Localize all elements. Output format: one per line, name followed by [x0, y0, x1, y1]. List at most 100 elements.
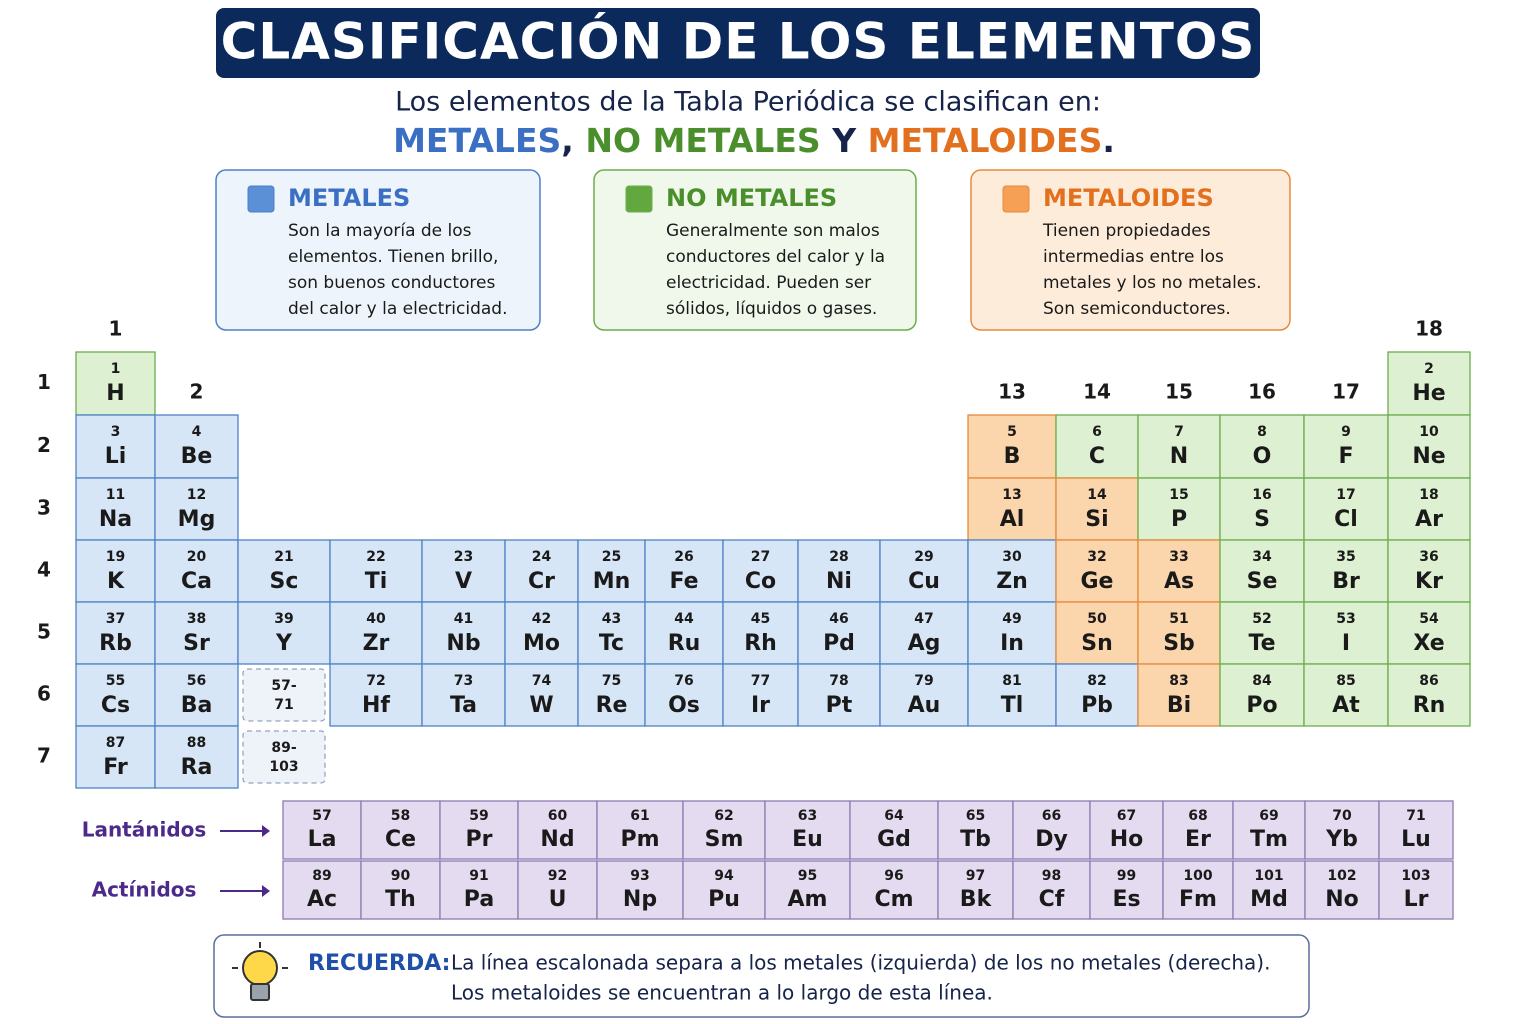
- element-cell: [154, 414, 239, 479]
- atomic-number: 15: [1169, 487, 1188, 503]
- atomic-number: 64: [884, 808, 904, 824]
- arrow-head: [262, 825, 270, 837]
- atomic-number: 87: [106, 735, 125, 751]
- element-cell: [421, 601, 506, 665]
- atomic-number: 28: [829, 549, 848, 565]
- element-symbol: At: [1332, 693, 1360, 718]
- atomic-number: 93: [630, 868, 649, 884]
- group-label: 14: [1083, 380, 1111, 404]
- atomic-number: 94: [714, 868, 734, 884]
- element-symbol: B: [1004, 444, 1021, 469]
- legend-text: conductores del calor y la: [666, 247, 885, 267]
- element-cell: [75, 539, 156, 603]
- element-symbol: Zr: [363, 631, 390, 656]
- element-cell: [1303, 663, 1389, 727]
- atomic-number: 53: [1336, 611, 1355, 627]
- element-cell: [282, 860, 362, 920]
- element-cell: [329, 539, 423, 603]
- legend-text: Generalmente son malos: [666, 221, 880, 241]
- atomic-number: 49: [1002, 611, 1021, 627]
- atomic-number: 36: [1419, 549, 1438, 565]
- atomic-number: 5: [1007, 424, 1017, 440]
- element-symbol: Dy: [1035, 827, 1068, 852]
- atomic-number: 45: [751, 611, 770, 627]
- atomic-number: 78: [829, 673, 848, 689]
- atomic-number: 55: [106, 673, 125, 689]
- atomic-number: 103: [1401, 868, 1430, 884]
- element-symbol: Cf: [1039, 887, 1065, 912]
- element-symbol: Tl: [1001, 693, 1024, 718]
- atomic-number: 99: [1117, 868, 1136, 884]
- period-label: 2: [37, 433, 51, 457]
- element-symbol: Np: [623, 887, 657, 912]
- atomic-number: 52: [1252, 611, 1271, 627]
- element-symbol: Yb: [1325, 827, 1358, 852]
- element-cell: [517, 800, 598, 860]
- group-label: 15: [1165, 380, 1193, 404]
- element-cell: [282, 800, 362, 860]
- atomic-number: 74: [532, 673, 552, 689]
- metaloides: METALOIDES: [868, 121, 1103, 160]
- atomic-number: 46: [829, 611, 848, 627]
- element-cell: [1055, 477, 1139, 541]
- element-symbol: Po: [1246, 693, 1277, 718]
- element-symbol: Am: [788, 887, 828, 912]
- legend-text: Son la mayoría de los: [288, 221, 472, 241]
- element-symbol: Fe: [669, 569, 698, 594]
- element-symbol: I: [1342, 631, 1350, 656]
- element-symbol: Rb: [99, 631, 132, 656]
- element-cell: [937, 800, 1014, 860]
- element-symbol: Ra: [181, 755, 213, 780]
- atomic-number: 41: [454, 611, 473, 627]
- element-symbol: Pu: [708, 887, 740, 912]
- legend: METALES Son la mayoría de los elementos. T…: [215, 169, 1291, 331]
- atomic-number: 18: [1419, 487, 1438, 503]
- range-label: 57-: [271, 678, 296, 694]
- element-symbol: Li: [105, 444, 127, 469]
- atomic-number: 54: [1419, 611, 1439, 627]
- atomic-number: 7: [1174, 424, 1184, 440]
- element-symbol: Y: [275, 631, 293, 656]
- element-cell: [1387, 663, 1471, 727]
- element-symbol: Xe: [1413, 631, 1444, 656]
- atomic-number: 95: [798, 868, 817, 884]
- element-symbol: Gd: [877, 827, 911, 852]
- atomic-number: 21: [274, 549, 293, 565]
- atomic-number: 38: [187, 611, 206, 627]
- element-cell: [1012, 860, 1091, 920]
- atomic-number: 60: [548, 808, 568, 824]
- legend-text: son buenos conductores: [288, 273, 495, 293]
- element-cell: [237, 539, 331, 603]
- legend-text: Tienen propiedades: [1042, 221, 1211, 241]
- atomic-number: 26: [674, 549, 693, 565]
- atomic-number: 29: [914, 549, 933, 565]
- element-cell: [1378, 860, 1454, 920]
- element-symbol: Pr: [466, 827, 493, 852]
- element-symbol: Bk: [960, 887, 993, 912]
- element-cell: [1378, 800, 1454, 860]
- element-cell: [154, 663, 239, 727]
- element-symbol: O: [1253, 444, 1272, 469]
- element-symbol: Kr: [1415, 569, 1443, 594]
- atomic-number: 27: [751, 549, 770, 565]
- atomic-number: 77: [751, 673, 770, 689]
- element-symbol: Br: [1332, 569, 1360, 594]
- element-cell: [1219, 539, 1305, 603]
- atomic-number: 23: [454, 549, 473, 565]
- element-cell: [329, 663, 423, 727]
- atomic-number: 86: [1419, 673, 1438, 689]
- atomic-number: 35: [1336, 549, 1355, 565]
- atomic-number: 8: [1257, 424, 1267, 440]
- element-cell: [967, 663, 1057, 727]
- element-symbol: Cs: [101, 693, 130, 718]
- atomic-number: 1: [111, 361, 121, 377]
- element-symbol: Ar: [1415, 507, 1443, 532]
- group-label: 17: [1332, 380, 1360, 404]
- atomic-number: 88: [187, 735, 206, 751]
- element-cell: [75, 351, 156, 416]
- legend-box: [593, 169, 917, 331]
- element-symbol: Er: [1185, 827, 1211, 852]
- element-symbol: No: [1325, 887, 1359, 912]
- note-line: La línea escalonada separa a los metales…: [451, 951, 1270, 975]
